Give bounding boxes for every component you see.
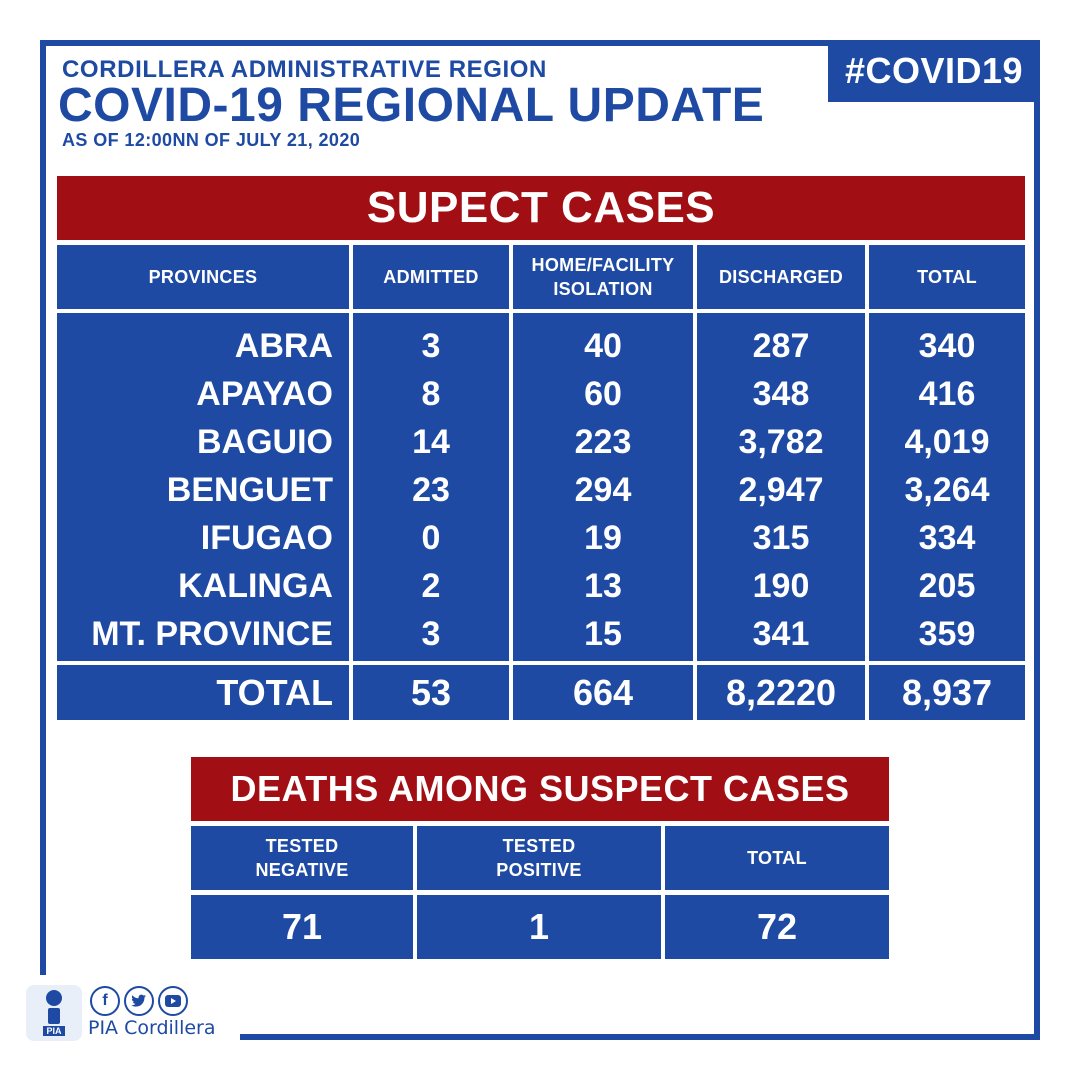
provinces-column-block (57, 313, 349, 661)
cell-admitted: 23 (412, 470, 450, 509)
cell-total: 4,019 (904, 422, 990, 461)
cell-total: 205 (918, 566, 976, 605)
youtube-play-glyph (165, 995, 181, 1007)
twitter-icon[interactable] (124, 986, 154, 1016)
col-header-provinces: PROVINCES (57, 245, 349, 309)
province-name: APAYAO (196, 374, 333, 413)
cell-total: 416 (918, 374, 976, 413)
table-row-province: ABRA (57, 322, 349, 370)
cell-isolation: 60 (584, 374, 622, 413)
logo-body-shape (48, 1008, 60, 1024)
cell-isolation: 40 (584, 326, 622, 365)
facebook-icon[interactable]: f (90, 986, 120, 1016)
deaths-total-value: 72 (665, 895, 889, 959)
deaths-positive-value: 1 (417, 895, 661, 959)
table-row-province: APAYAO (57, 370, 349, 418)
table-row-province: BENGUET (57, 466, 349, 514)
col-header-tested-negative: TESTED NEGATIVE (191, 826, 413, 890)
cell-total: 340 (918, 326, 976, 365)
admitted-column-block (353, 313, 509, 661)
cell-admitted: 3 (421, 326, 441, 365)
table-row-province: MT. PROVINCE (57, 610, 349, 658)
cell-total: 359 (918, 614, 976, 653)
youtube-icon[interactable] (158, 986, 188, 1016)
cell-discharged: 3,782 (738, 422, 824, 461)
province-name: BENGUET (166, 470, 333, 509)
org-name: PIA Cordillera (88, 1017, 216, 1039)
total-row-discharged: 8,2220 (697, 665, 865, 720)
logo-text: PIA (43, 1026, 65, 1036)
cell-discharged: 190 (752, 566, 810, 605)
logo-head-shape (46, 990, 62, 1006)
cell-isolation: 19 (584, 518, 622, 557)
cell-discharged: 341 (752, 614, 810, 653)
discharged-column-block (697, 313, 865, 661)
col-header-tested-positive: TESTED POSITIVE (417, 826, 661, 890)
province-name: MT. PROVINCE (91, 614, 333, 653)
region-label: CORDILLERA ADMINISTRATIVE REGION (62, 56, 547, 83)
col-header-admitted: ADMITTED (353, 245, 509, 309)
cell-total: 334 (918, 518, 976, 557)
cell-discharged: 287 (752, 326, 810, 365)
table-row-province: BAGUIO (57, 418, 349, 466)
total-column-block (869, 313, 1025, 661)
twitter-bird-glyph (131, 994, 146, 1007)
col-header-deaths-total: TOTAL (665, 826, 889, 890)
pia-logo: PIA (26, 985, 82, 1041)
suspect-cases-banner: SUPECT CASES (57, 176, 1025, 240)
cell-admitted: 0 (421, 518, 441, 557)
deaths-banner: DEATHS AMONG SUSPECT CASES (191, 757, 889, 821)
col-header-discharged: DISCHARGED (697, 245, 865, 309)
cell-total: 3,264 (904, 470, 990, 509)
cell-discharged: 315 (752, 518, 810, 557)
deaths-negative-value: 71 (191, 895, 413, 959)
cell-isolation: 294 (574, 470, 632, 509)
total-row-label: TOTAL (57, 665, 349, 720)
total-row-admitted: 53 (353, 665, 509, 720)
province-name: BAGUIO (197, 422, 333, 461)
total-row-isolation: 664 (513, 665, 693, 720)
table-row-province: IFUGAO (57, 514, 349, 562)
cell-discharged: 348 (752, 374, 810, 413)
province-name: ABRA (234, 326, 333, 365)
col-header-isolation: HOME/FACILITY ISOLATION (513, 245, 693, 309)
cell-admitted: 14 (412, 422, 450, 461)
isolation-column-block (513, 313, 693, 661)
province-name: IFUGAO (200, 518, 333, 557)
cell-admitted: 8 (421, 374, 441, 413)
province-name: KALINGA (178, 566, 333, 605)
cell-isolation: 15 (584, 614, 622, 653)
cell-isolation: 223 (574, 422, 632, 461)
cell-discharged: 2,947 (738, 470, 824, 509)
cell-admitted: 3 (421, 614, 441, 653)
hashtag-badge: #COVID19 (828, 40, 1040, 102)
table-row-province: KALINGA (57, 562, 349, 610)
col-header-total: TOTAL (869, 245, 1025, 309)
cell-admitted: 2 (421, 566, 441, 605)
total-row-total: 8,937 (869, 665, 1025, 720)
as-of-date: AS OF 12:00NN OF JULY 21, 2020 (62, 130, 361, 150)
cell-isolation: 13 (584, 566, 622, 605)
page-title: COVID-19 REGIONAL UPDATE (58, 79, 765, 132)
